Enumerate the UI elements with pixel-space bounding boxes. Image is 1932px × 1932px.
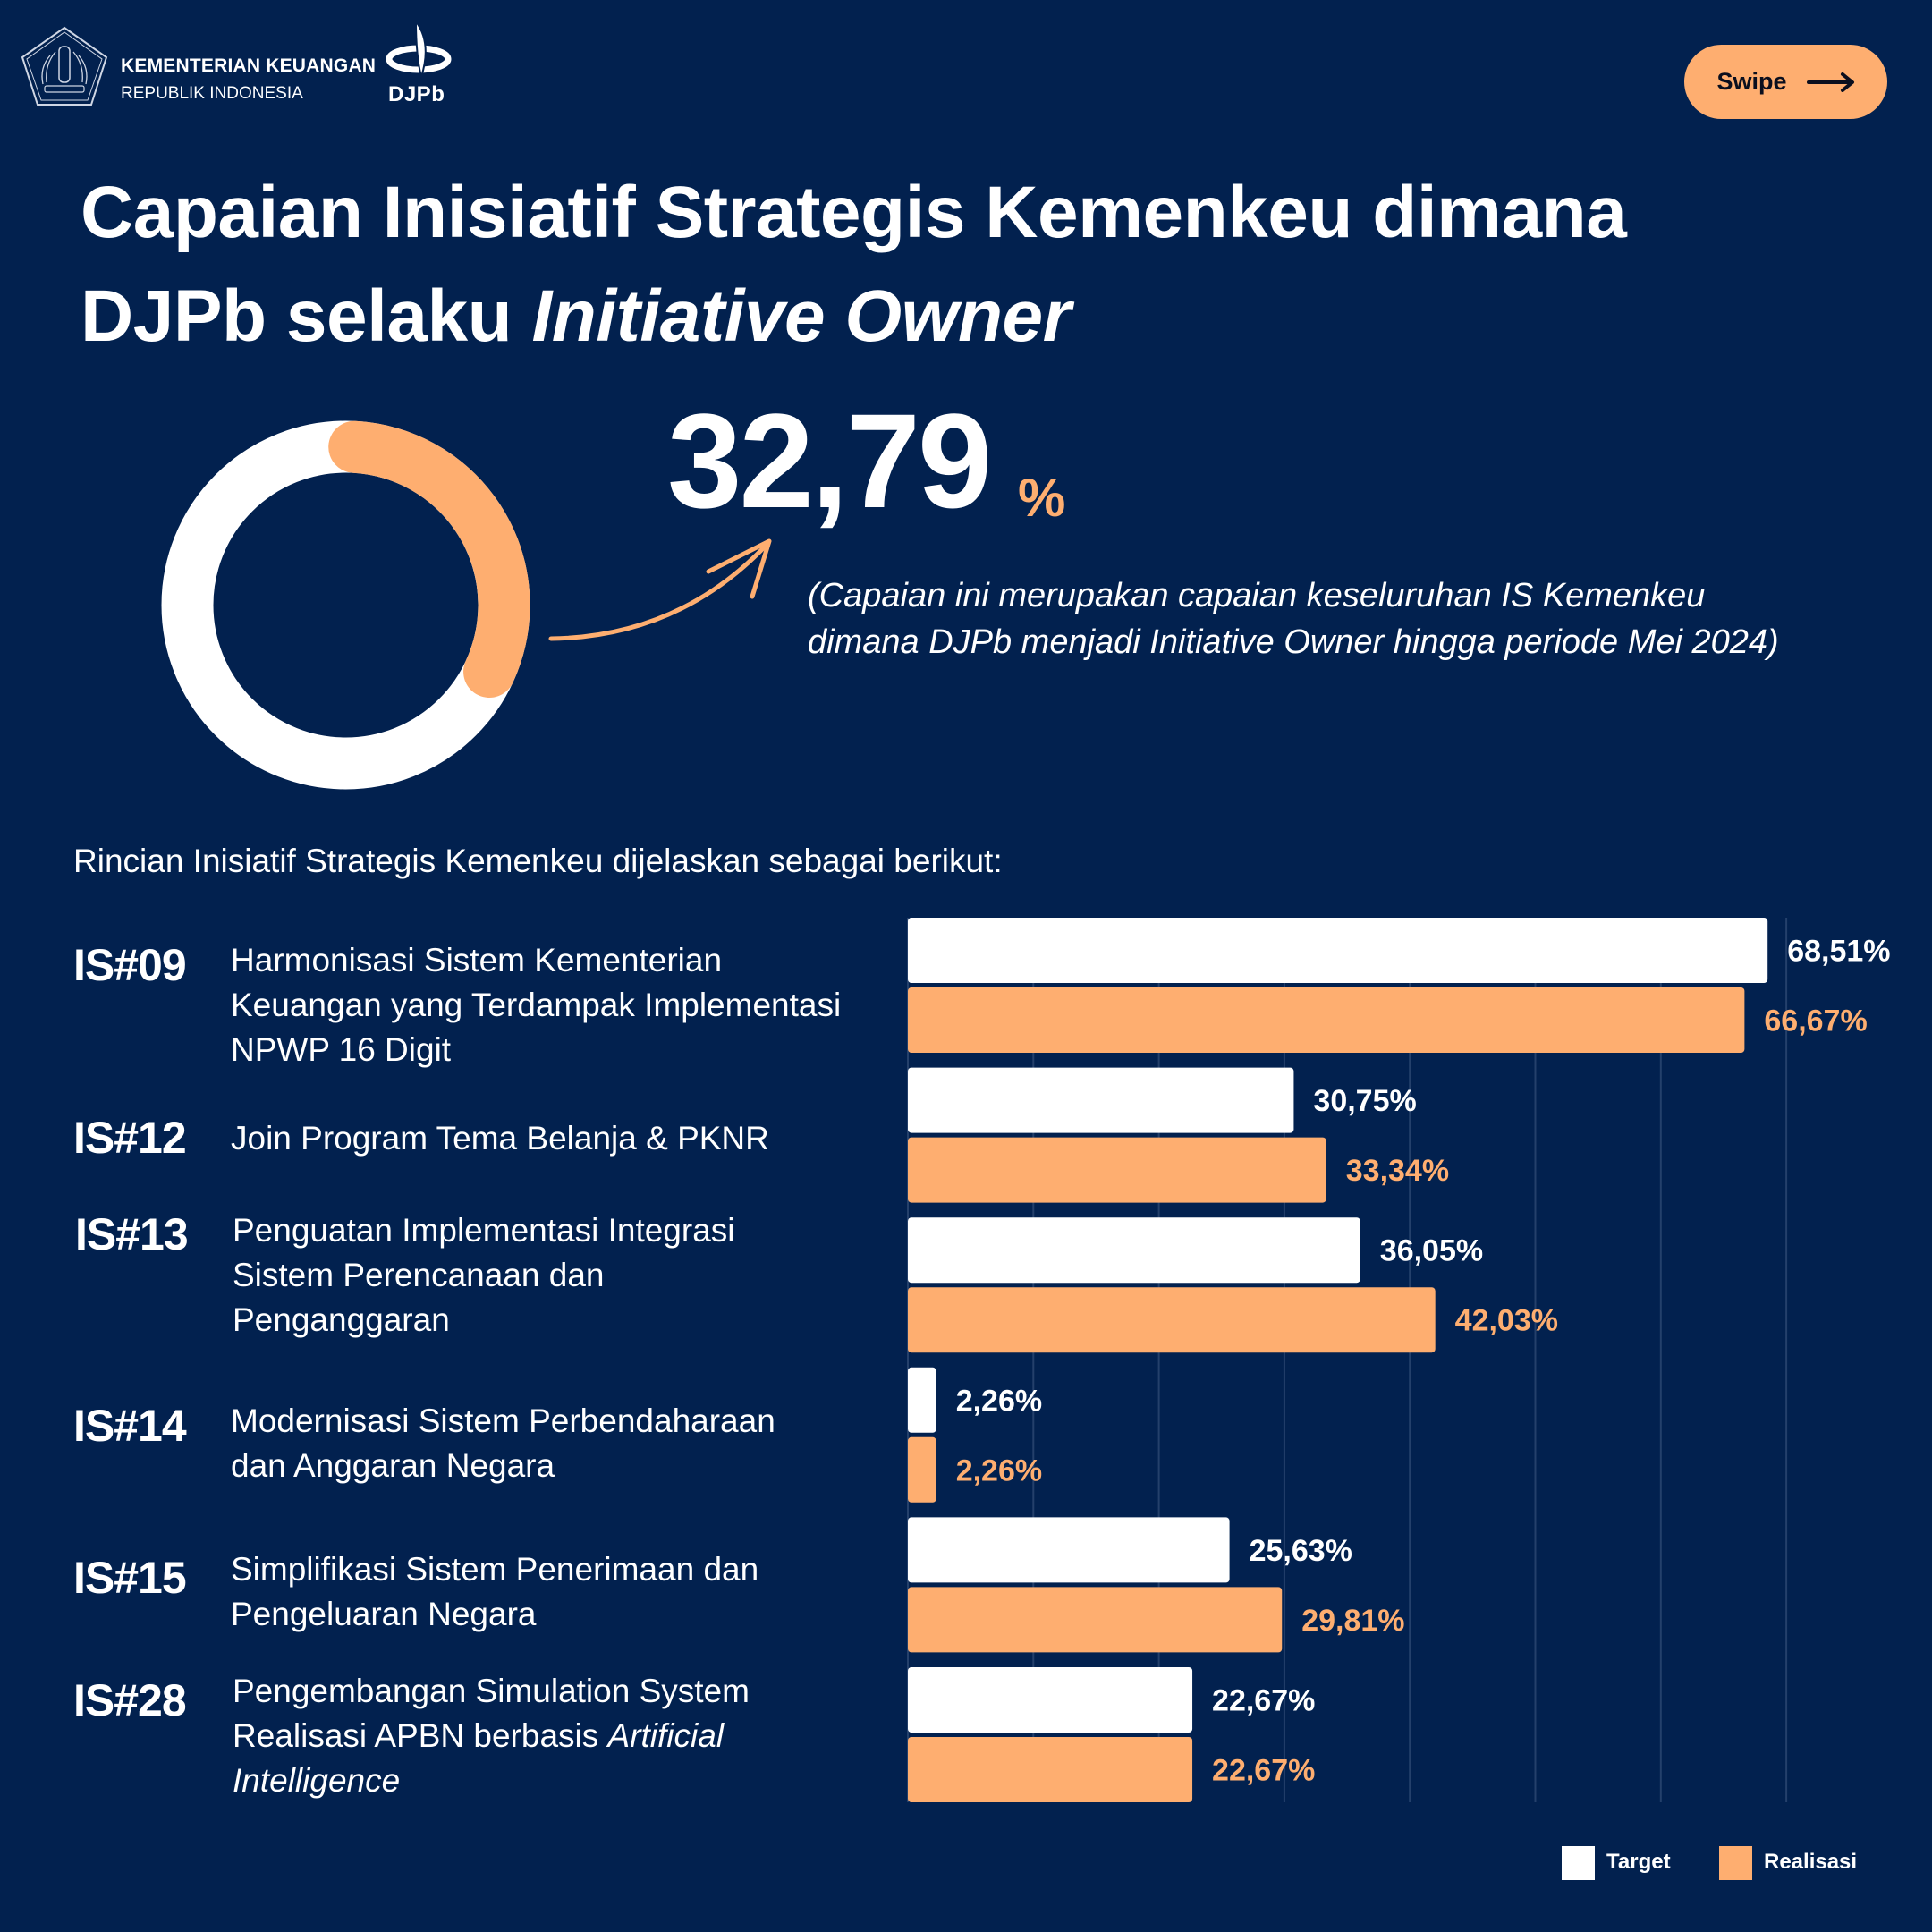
desc-line: Pengembangan Simulation System bbox=[233, 1673, 750, 1709]
initiative-code: IS#09 bbox=[73, 940, 187, 990]
bar-target bbox=[908, 1067, 1294, 1133]
initiative-description: Simplifikasi Sistem Penerimaan dan Penge… bbox=[231, 1547, 875, 1637]
legend-swatch-target bbox=[1562, 1846, 1595, 1880]
bar-realisasi bbox=[908, 1587, 1283, 1653]
initiative-description: Penguatan Implementasi Integrasi Sistem … bbox=[233, 1208, 877, 1343]
initiative-code: IS#13 bbox=[75, 1209, 189, 1259]
title-line-1: Capaian Inisiatif Strategis Kemenkeu dim… bbox=[80, 172, 1627, 253]
value-label-realisasi: 22,67% bbox=[1212, 1754, 1315, 1788]
arrow-right-icon bbox=[1806, 72, 1854, 92]
desc-line: dan Anggaran Negara bbox=[231, 1447, 555, 1484]
value-label-realisasi: 66,67% bbox=[1764, 1004, 1867, 1038]
curved-arrow-icon bbox=[548, 538, 772, 641]
bar-realisasi bbox=[908, 1436, 936, 1503]
value-label-target: 68,51% bbox=[1787, 935, 1890, 969]
desc-line: Realisasi APBN berbasis Artificial bbox=[233, 1714, 877, 1758]
desc-line: Simplifikasi Sistem Penerimaan dan bbox=[231, 1551, 759, 1588]
initiative-description: Harmonisasi Sistem Kementerian Keuangan … bbox=[231, 938, 875, 1072]
bar-realisasi bbox=[908, 1737, 1193, 1802]
value-label-target: 22,67% bbox=[1212, 1684, 1315, 1718]
initiative-description: Pengembangan Simulation System Realisasi… bbox=[233, 1669, 877, 1803]
title-line-2: DJPb selaku Initiative Owner bbox=[80, 265, 1825, 369]
value-label-target: 36,05% bbox=[1380, 1234, 1483, 1268]
initiative-description: Modernisasi Sistem Perbendaharaan dan An… bbox=[231, 1399, 875, 1488]
bar-realisasi bbox=[908, 987, 1745, 1053]
bar-target bbox=[908, 1217, 1360, 1284]
bar-target bbox=[908, 1667, 1193, 1733]
bar-target bbox=[908, 918, 1768, 983]
desc-line: Sistem Perencanaan dan bbox=[233, 1257, 605, 1293]
value-label-realisasi: 2,26% bbox=[956, 1453, 1042, 1487]
title-line-2-plain: DJPb selaku bbox=[80, 275, 532, 357]
legend-label-realisasi: Realisasi bbox=[1764, 1850, 1858, 1874]
djpb-logo-icon bbox=[386, 20, 452, 80]
desc-line-italic: Artificial bbox=[607, 1717, 724, 1754]
desc-line-italic: Intelligence bbox=[233, 1762, 401, 1799]
bar-realisasi bbox=[908, 1137, 1326, 1203]
desc-line: NPWP 16 Digit bbox=[231, 1031, 452, 1068]
value-label-realisasi: 29,81% bbox=[1301, 1604, 1404, 1638]
title-line-2-italic: Initiative Owner bbox=[531, 275, 1072, 357]
value-label-target: 25,63% bbox=[1250, 1534, 1352, 1568]
kemenkeu-emblem-icon bbox=[21, 26, 108, 106]
summary-unit: % bbox=[1018, 468, 1066, 528]
value-label-realisasi: 33,34% bbox=[1346, 1154, 1449, 1188]
djpb-logo-text: DJPb bbox=[388, 82, 445, 106]
legend-label-target: Target bbox=[1606, 1850, 1671, 1874]
initiative-description: Join Program Tema Belanja & PKNR bbox=[231, 1116, 875, 1161]
value-label-realisasi: 42,03% bbox=[1455, 1304, 1558, 1338]
desc-line: Harmonisasi Sistem Kementerian bbox=[231, 942, 723, 979]
summary-note: (Capaian ini merupakan capaian keseluruh… bbox=[808, 577, 1779, 661]
desc-line: Penganggaran bbox=[233, 1301, 450, 1338]
initiative-code: IS#15 bbox=[73, 1553, 187, 1603]
bar-target bbox=[908, 1367, 936, 1433]
value-label-target: 30,75% bbox=[1313, 1084, 1416, 1118]
swipe-button-label: Swipe bbox=[1716, 68, 1787, 95]
bar-realisasi bbox=[908, 1287, 1436, 1353]
desc-line: Modernisasi Sistem Perbendaharaan bbox=[231, 1402, 775, 1439]
desc-line-plain: Realisasi APBN berbasis bbox=[233, 1717, 608, 1754]
desc-line: Penguatan Implementasi Integrasi bbox=[233, 1212, 735, 1249]
value-label-target: 2,26% bbox=[956, 1384, 1042, 1418]
initiative-code: IS#14 bbox=[73, 1401, 187, 1451]
summary-value: 32,79 bbox=[667, 386, 992, 536]
initiative-code: IS#28 bbox=[73, 1675, 187, 1725]
desc-line: Keuangan yang Terdampak Implementasi bbox=[231, 987, 842, 1023]
desc-line: Join Program Tema Belanja & PKNR bbox=[231, 1120, 769, 1157]
desc-line: Intelligence bbox=[233, 1758, 877, 1803]
legend-swatch-realisasi bbox=[1719, 1846, 1752, 1880]
donut-progress-arc bbox=[328, 420, 530, 699]
org-subtitle: REPUBLIK INDONESIA bbox=[121, 84, 303, 103]
page-title: Capaian Inisiatif Strategis Kemenkeu dim… bbox=[80, 161, 1825, 369]
intro-text: Rincian Inisiatif Strategis Kemenkeu dij… bbox=[73, 843, 1003, 879]
bar-target bbox=[908, 1517, 1230, 1583]
donut-track bbox=[161, 420, 530, 790]
desc-line: Pengeluaran Negara bbox=[231, 1596, 537, 1632]
initiative-code: IS#12 bbox=[73, 1113, 187, 1163]
swipe-button[interactable]: Swipe bbox=[1684, 45, 1887, 119]
org-name: KEMENTERIAN KEUANGAN bbox=[121, 55, 377, 76]
